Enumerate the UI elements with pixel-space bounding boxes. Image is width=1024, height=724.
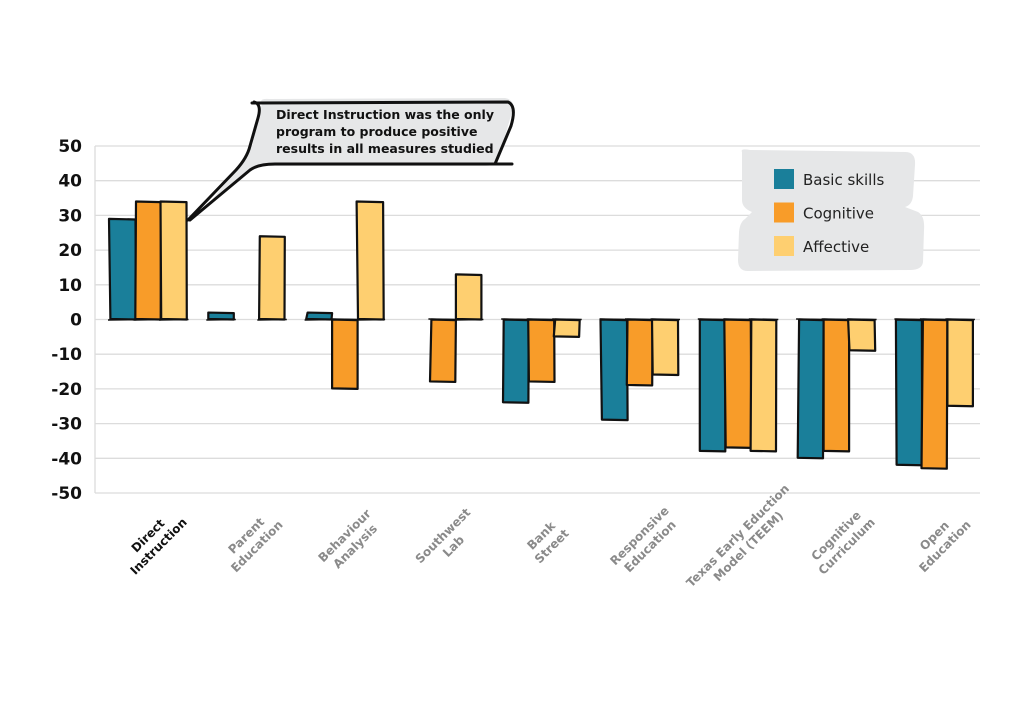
bar-baseline-stroke [501,318,531,321]
y-tick-label: 10 [58,276,82,296]
bar-affective [749,318,778,453]
y-tick-label: 20 [58,241,82,261]
bar-baseline-stroke [821,318,852,321]
bar-baseline-stroke [599,318,630,321]
callout-line-2: program to produce positive [276,124,477,139]
bar-baseline-stroke [257,318,287,321]
bar-affective [454,273,483,321]
bar-baseline-stroke [552,318,582,321]
bar-affective [355,200,385,321]
annotation-callout: Direct Instruction was the only program … [186,98,515,222]
legend-swatch-0 [774,169,794,189]
callout-background [212,98,514,200]
bar-baseline-stroke [158,318,189,321]
callout-line-1: Direct Instruction was the only [276,107,494,122]
bar-baseline-stroke [894,318,924,321]
bar-baseline-stroke [453,318,484,321]
y-tick-label: -10 [51,345,82,365]
bar-baseline-stroke [206,318,236,321]
bar-baseline-stroke [945,318,975,321]
bar-affective [258,235,286,321]
y-tick-label: -50 [51,484,82,504]
callout-outline [186,100,515,222]
bar-basic-skills [501,318,530,404]
legend-label-2: Affective [803,238,869,256]
legend-swatch-1 [774,202,794,223]
bar-baseline-stroke [919,318,950,321]
bar-cognitive [822,318,851,453]
y-tick-label: 30 [58,206,82,226]
legend-label-0: Basic skills [803,171,884,189]
bar-cognitive [527,318,556,384]
bar-baseline-stroke [796,318,826,321]
bar-cognitive [428,318,457,384]
y-tick-label: -20 [51,380,82,400]
bar-cognitive [331,318,359,390]
bar-baseline-stroke [723,318,753,321]
bar-baseline-stroke [133,318,164,321]
bar-baseline-stroke [428,318,458,321]
bar-affective [159,200,188,321]
y-tick-label: 40 [58,172,82,192]
legend: Basic skills Cognitive Affective [738,149,925,271]
x-tick-label-line: Southwest [413,505,474,566]
bar-affective [946,318,974,408]
bar-baseline-stroke [526,318,557,321]
bar-basic-skills [796,318,825,460]
bar-basic-skills [207,311,235,321]
bar-baseline-stroke [697,318,728,321]
bar-affective [552,318,581,338]
bar-basic-skills [894,318,924,467]
bar-cognitive [723,318,753,449]
y-tick-label: -40 [51,449,82,469]
bar-baseline-stroke [650,318,681,321]
callout-line-3: results in all measures studied [276,141,494,156]
bar-basic-skills [107,217,138,321]
y-tick-label: 0 [70,311,82,331]
bar-baseline-stroke [107,318,138,321]
bar-baseline-stroke [624,318,655,321]
bar-affective [847,318,877,352]
bar-baseline-stroke [748,318,779,321]
bar-baseline-stroke [330,318,360,321]
y-tick-label: 50 [58,137,82,157]
legend-swatch-2 [774,236,794,256]
bar-baseline-stroke [355,318,386,321]
bar-basic-skills [305,311,334,321]
bar-cognitive [920,318,949,470]
bar-cognitive [625,318,654,387]
bar-baseline-stroke [304,318,335,321]
x-tick-label-line: Texas Early Eduction [684,482,792,590]
bar-affective [650,318,680,377]
y-axis-ticks: 50 40 30 20 10 0 -10 -20 -30 -40 -50 [51,137,82,504]
bars [107,200,975,470]
bar-basic-skills [698,318,727,453]
bar-baseline-stroke [847,318,877,321]
legend-label-1: Cognitive [803,205,874,223]
y-tick-label: -30 [51,415,82,435]
bar-cognitive [134,200,163,321]
bar-basic-skills [599,318,629,422]
